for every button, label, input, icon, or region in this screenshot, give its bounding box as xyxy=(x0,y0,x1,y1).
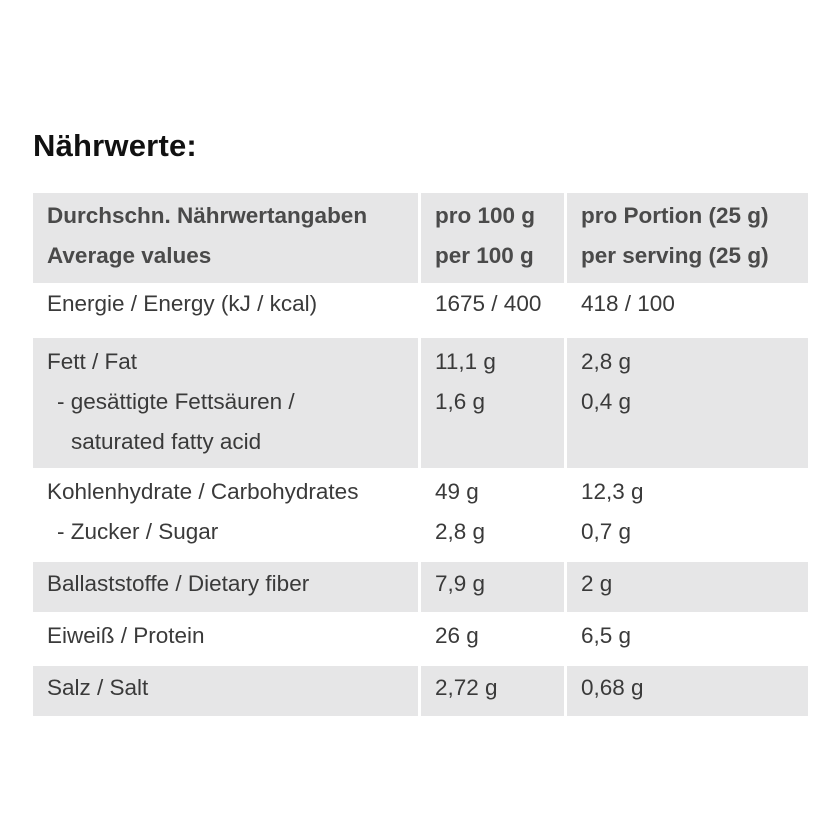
table-header-row: Durchschn. Nährwertangaben Average value… xyxy=(33,193,808,283)
row-label: Energie / Energy (kJ / kcal) xyxy=(33,285,418,336)
value-text: 12,3 g xyxy=(581,479,644,504)
table-row-energy: Energie / Energy (kJ / kcal) 1675 / 400 … xyxy=(33,285,808,336)
header-per100-de: pro 100 g xyxy=(435,203,536,228)
value-text: 0,7 g xyxy=(581,519,632,544)
table-row-salt: Salz / Salt 2,72 g 0,68 g xyxy=(33,666,808,716)
row-label-text: Eiweiß / Protein xyxy=(47,623,205,648)
value-text: 0,68 g xyxy=(581,675,644,700)
row-label: Salz / Salt xyxy=(33,666,418,716)
value-text: 1675 / 400 xyxy=(435,291,542,316)
value-text: 0,4 g xyxy=(581,389,632,414)
row-value-per-serving: 12,3 g 0,7 g xyxy=(567,470,808,560)
table-row-fat: Fett / Fat - gesättigte Fettsäuren / sat… xyxy=(33,338,808,468)
row-value-per-serving: 2 g xyxy=(567,562,808,612)
row-label-text: Energie / Energy (kJ / kcal) xyxy=(47,291,318,316)
table-row-carbohydrates: Kohlenhydrate / Carbohydrates - Zucker /… xyxy=(33,470,808,560)
header-per100-en: per 100 g xyxy=(435,243,534,268)
row-label-text: Fett / Fat xyxy=(47,349,138,374)
value-text: 418 / 100 xyxy=(581,291,675,316)
table-row-protein: Eiweiß / Protein 26 g 6,5 g xyxy=(33,614,808,664)
header-cell-per-100g: pro 100 g per 100 g xyxy=(421,193,564,283)
header-serving-de: pro Portion (25 g) xyxy=(581,203,769,228)
header-label-de: Durchschn. Nährwertangaben xyxy=(47,203,368,228)
row-label: Kohlenhydrate / Carbohydrates - Zucker /… xyxy=(33,470,418,560)
row-value-per-100g: 7,9 g xyxy=(421,562,564,612)
header-cell-per-serving: pro Portion (25 g) per serving (25 g) xyxy=(567,193,808,283)
header-cell-description: Durchschn. Nährwertangaben Average value… xyxy=(33,193,418,283)
row-sublabel-text: saturated fatty acid xyxy=(71,429,262,454)
row-value-per-100g: 1675 / 400 xyxy=(421,285,564,336)
value-text: 2,8 g xyxy=(435,519,486,544)
row-value-per-100g: 26 g xyxy=(421,614,564,664)
row-label-text: Kohlenhydrate / Carbohydrates xyxy=(47,479,359,504)
row-label: Eiweiß / Protein xyxy=(33,614,418,664)
value-text: 6,5 g xyxy=(581,623,632,648)
value-text: 2 g xyxy=(581,571,613,596)
row-label-text: Salz / Salt xyxy=(47,675,149,700)
value-text: 11,1 g xyxy=(435,349,496,374)
row-label-text: Ballaststoffe / Dietary fiber xyxy=(47,571,310,596)
row-value-per-serving: 6,5 g xyxy=(567,614,808,664)
page-title: Nährwerte: xyxy=(33,128,197,163)
nutrition-table: Durchschn. Nährwertangaben Average value… xyxy=(33,193,808,718)
row-value-per-serving: 418 / 100 xyxy=(567,285,808,336)
value-text: 49 g xyxy=(435,479,479,504)
row-sublabel-text: - gesättigte Fettsäuren / xyxy=(57,389,295,414)
row-label: Ballaststoffe / Dietary fiber xyxy=(33,562,418,612)
header-serving-en: per serving (25 g) xyxy=(581,243,769,268)
row-label: Fett / Fat - gesättigte Fettsäuren / sat… xyxy=(33,338,418,468)
row-value-per-100g: 11,1 g 1,6 g xyxy=(421,338,564,468)
row-sublabel-text: - Zucker / Sugar xyxy=(57,519,219,544)
value-text: 2,8 g xyxy=(581,349,632,374)
value-text: 1,6 g xyxy=(435,389,486,414)
table-row-fiber: Ballaststoffe / Dietary fiber 7,9 g 2 g xyxy=(33,562,808,612)
row-value-per-serving: 0,68 g xyxy=(567,666,808,716)
value-text: 7,9 g xyxy=(435,571,486,596)
value-text: 2,72 g xyxy=(435,675,498,700)
row-value-per-serving: 2,8 g 0,4 g xyxy=(567,338,808,468)
value-text: 26 g xyxy=(435,623,479,648)
header-label-en: Average values xyxy=(47,243,212,268)
row-value-per-100g: 2,72 g xyxy=(421,666,564,716)
row-value-per-100g: 49 g 2,8 g xyxy=(421,470,564,560)
